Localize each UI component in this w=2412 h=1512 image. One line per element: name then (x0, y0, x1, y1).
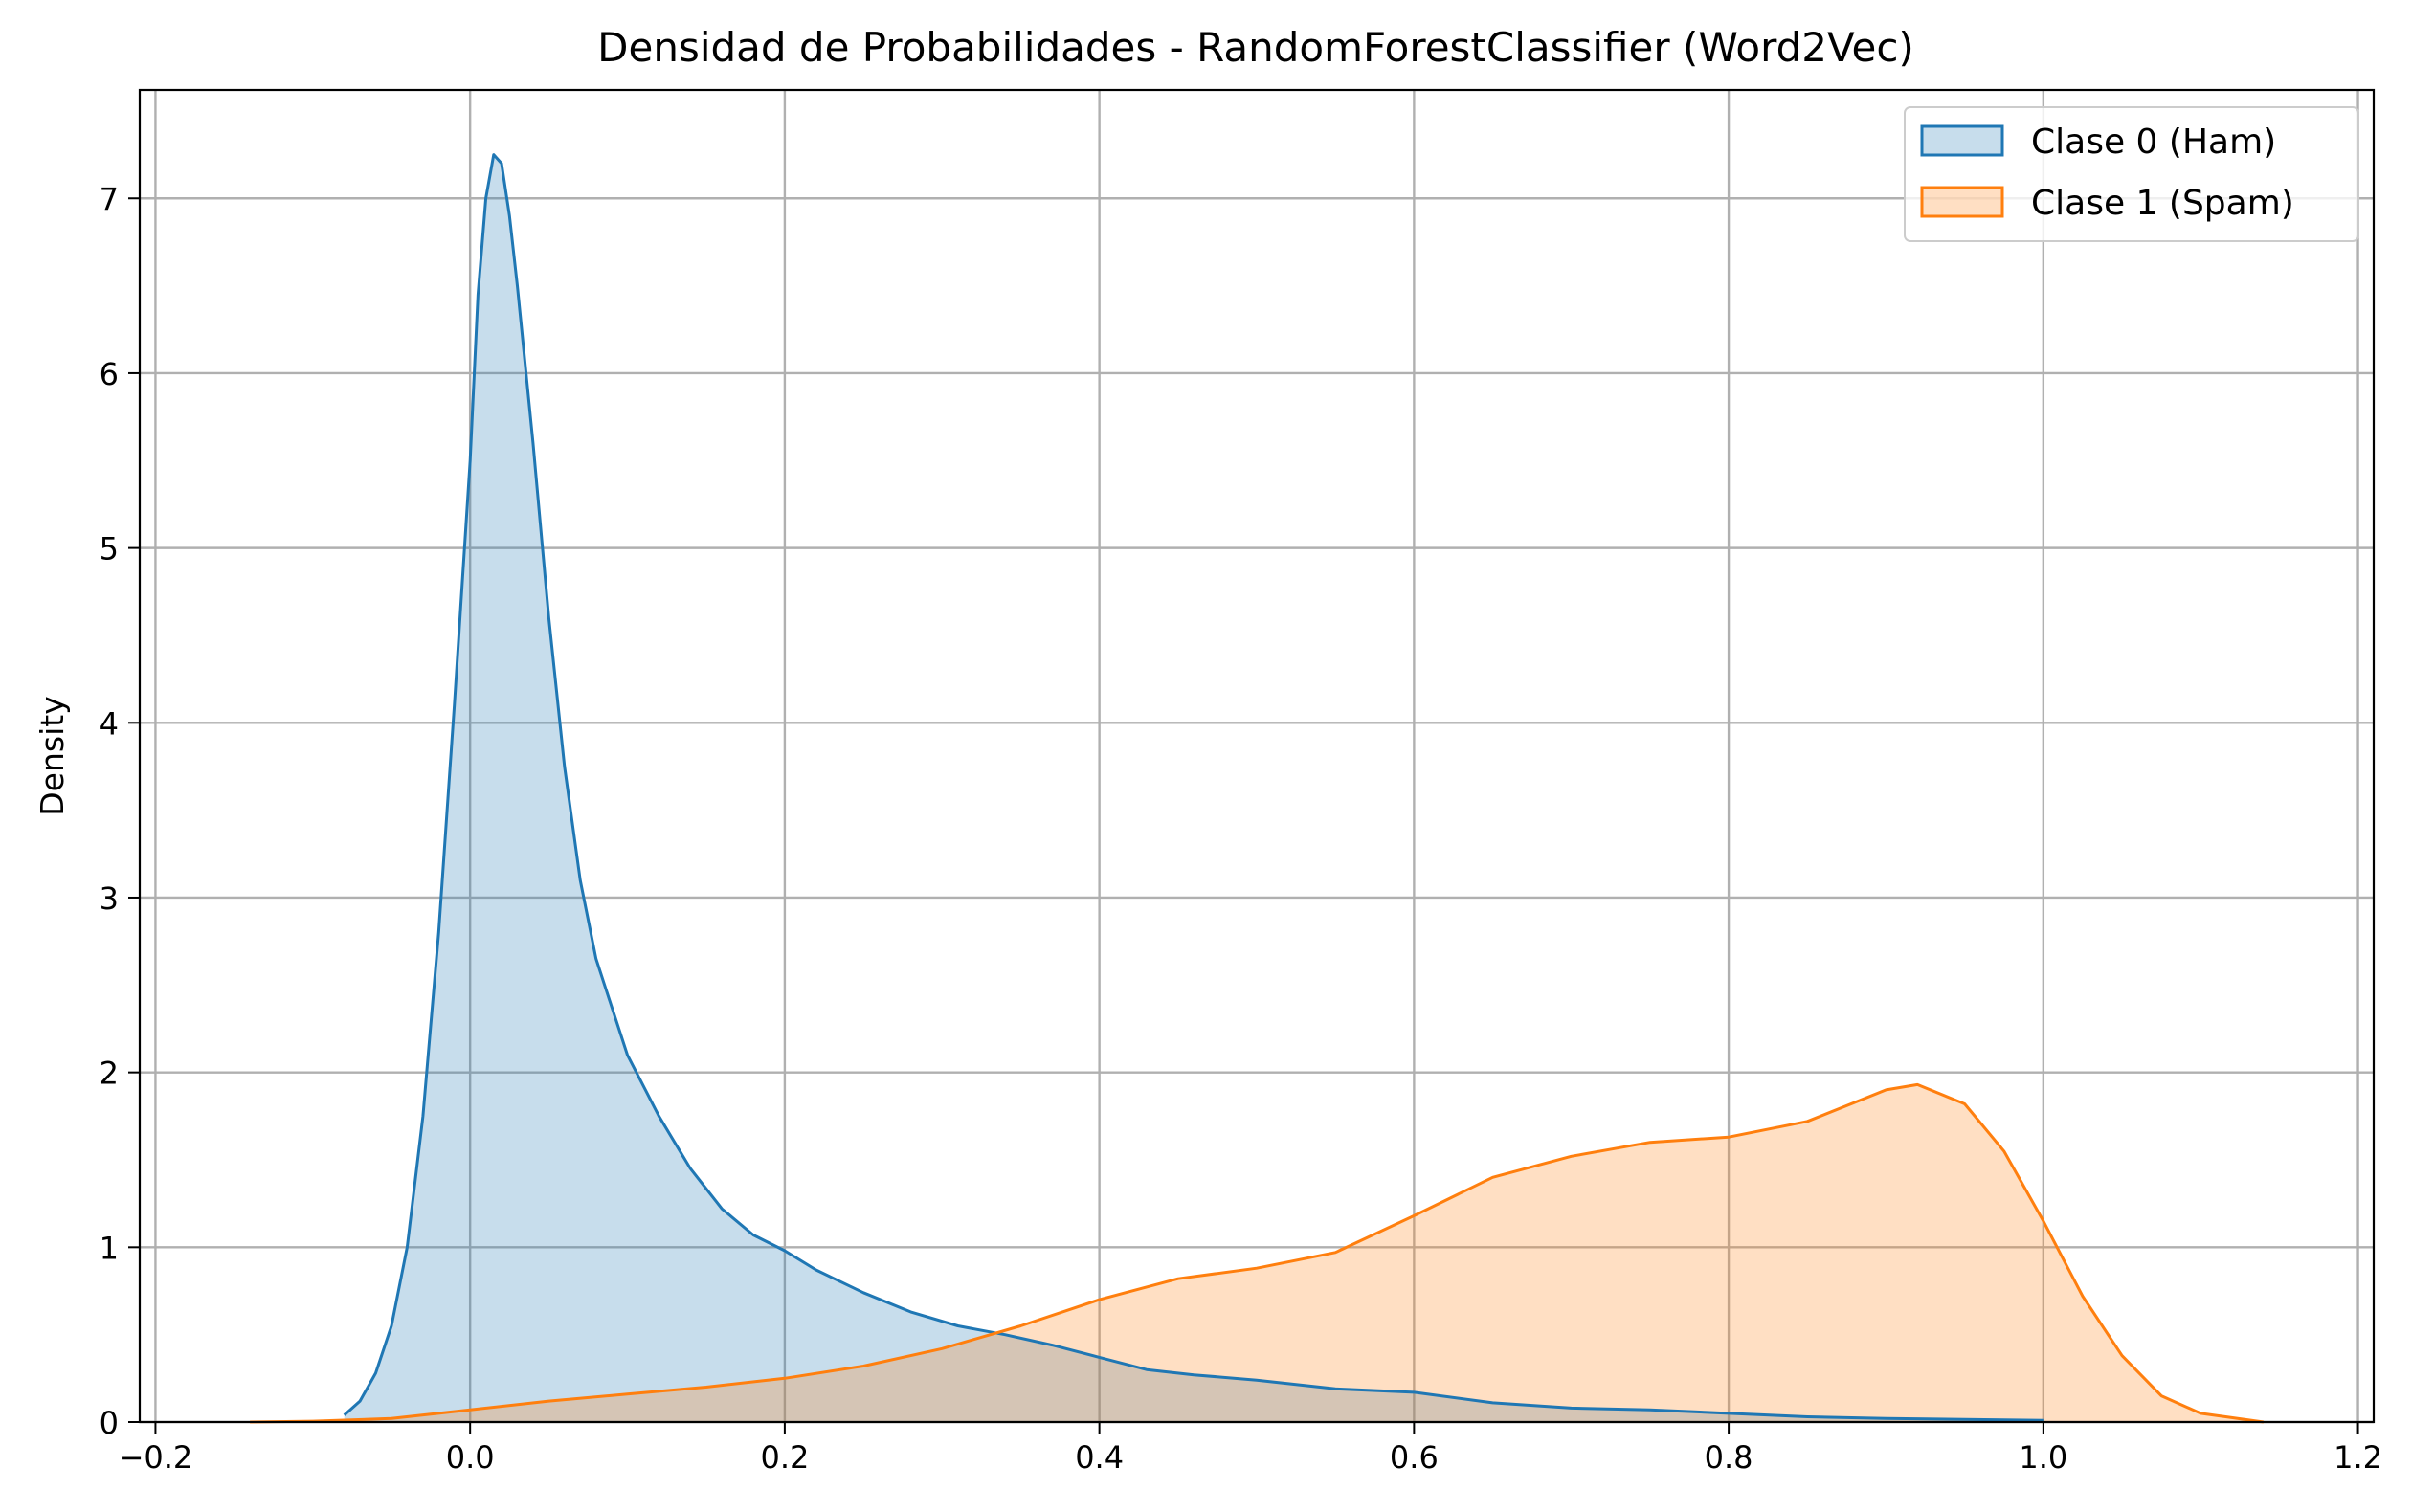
x-tick-label: 0.6 (1390, 1439, 1439, 1476)
density-area-ham (344, 154, 2044, 1423)
x-tick-label: 0.8 (1705, 1439, 1753, 1476)
x-tick-label: 0.2 (760, 1439, 809, 1476)
y-tick-label: 2 (100, 1056, 119, 1092)
x-tick-label: 0.0 (446, 1439, 495, 1476)
y-tick-label: 6 (100, 356, 119, 392)
plot-frame (138, 88, 2376, 1424)
x-tick-label: 1.0 (2019, 1439, 2067, 1476)
x-tick-label: 0.4 (1075, 1439, 1124, 1476)
x-axis-ticks: −0.2 0.0 0.2 0.4 0.6 0.8 1.0 1.2 (119, 1422, 2382, 1476)
y-axis-label: Density (34, 696, 71, 815)
legend-label-spam: Clase 1 (Spam) (2031, 184, 2294, 223)
y-tick-label: 5 (100, 531, 119, 567)
density-line-ham (343, 153, 2044, 1422)
legend-label-ham: Clase 0 (Ham) (2031, 122, 2276, 162)
chart-title: Densidad de Probabilidades - RandomFores… (597, 24, 1914, 71)
density-lines (250, 153, 2265, 1424)
legend-swatch-spam (1920, 186, 2004, 218)
y-axis-ticks: 0 1 2 3 4 5 6 7 (100, 181, 140, 1441)
y-tick-label: 1 (100, 1230, 119, 1266)
density-area-spam (250, 1084, 2264, 1422)
x-tick-label: 1.2 (2334, 1439, 2382, 1476)
legend-swatch-ham (1920, 124, 2004, 157)
y-tick-label: 3 (100, 880, 119, 917)
y-tick-label: 7 (100, 181, 119, 217)
legend-box (1904, 106, 2359, 242)
density-areas (250, 154, 2264, 1423)
legend: Clase 0 (Ham) Clase 1 (Spam) (1904, 106, 2359, 242)
x-tick-label: −0.2 (119, 1439, 193, 1476)
density-line-spam (250, 1082, 2265, 1424)
y-tick-label: 4 (100, 705, 119, 742)
y-tick-label: 0 (100, 1405, 119, 1441)
